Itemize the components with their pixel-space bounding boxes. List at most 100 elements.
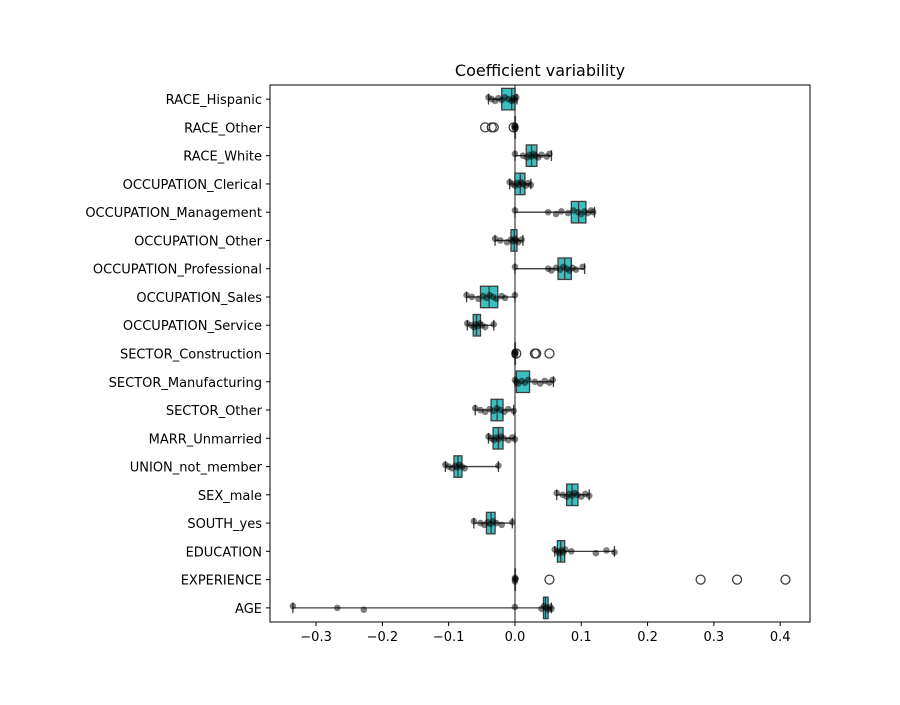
y-tick-label: SOUTH_yes [187,517,262,532]
outlier-marker [695,574,706,585]
strip-point [585,492,593,500]
strip-point [509,518,516,526]
strip-point [511,603,519,611]
box-race-other [479,116,519,139]
box-experience [511,568,791,591]
strip-point [512,94,520,101]
strip-point [511,207,519,214]
x-tick-label: 0.4 [770,630,791,645]
y-tick-label: AGE [235,602,262,617]
strip-point [562,546,569,553]
strip-point [564,209,572,217]
strip-point [611,548,618,556]
strip-point [461,465,468,472]
box-occupation-sales [463,285,519,309]
strip-point [558,207,565,215]
x-tick-label: 0.3 [704,630,725,645]
strip-point [544,208,552,216]
strip-point [511,123,518,130]
box-sector-other [471,398,517,422]
outlier-marker [488,122,499,133]
y-tick-label: SECTOR_Construction [120,348,262,363]
box-occupation-other [491,229,525,252]
strip-point [589,208,597,216]
x-tick-label: −0.3 [300,630,332,645]
x-tick-label: 0.1 [571,630,592,645]
y-tick-label: SECTOR_Other [166,404,263,419]
outlier-marker [544,348,555,359]
y-tick-label: RACE_Hispanic [166,93,262,108]
strip-point [518,236,525,243]
strip-point [471,404,479,412]
strip-point [493,519,500,527]
strip-point [470,517,478,525]
strip-point [333,604,341,612]
strip-point [360,606,368,613]
strip-point [546,150,553,158]
strip-point [481,323,489,331]
box-union-not-member [442,455,502,478]
strip-point [579,263,586,271]
x-tick-label: −0.1 [433,630,465,645]
y-tick-label: OCCUPATION_Clerical [123,178,262,193]
y-tick-label: RACE_Other [184,121,263,136]
strip-point [552,210,560,218]
strip-point [512,349,519,356]
y-tick-label: SECTOR_Manufacturing [109,376,262,391]
box-sector-manufacturing [511,370,557,394]
strip-point [501,294,509,302]
strip-point [572,266,580,273]
box-occupation-management [511,200,597,224]
box-occupation-clerical [506,172,535,196]
strip-point [505,405,512,413]
outlier-marker [780,574,791,585]
strip-point [497,237,504,244]
strip-point [549,376,557,384]
strip-point [511,435,519,443]
strip-point [511,263,519,271]
strip-point [493,295,500,303]
strip-point [511,150,519,158]
chart-title: Coefficient variability [455,61,625,80]
strip-point [490,321,498,328]
x-tick-label: 0.0 [505,630,526,645]
strip-point [511,291,519,299]
strip-point [538,151,545,159]
strip-point [498,521,506,529]
plot-frame [269,84,811,623]
box-sector-construction [511,342,555,365]
box-marr-unmarried [485,426,519,450]
y-tick-label: OCCUPATION_Service [123,319,262,334]
box-race-hispanic [485,87,520,111]
box-occupation-professional [511,257,586,281]
strip-point [510,407,517,415]
strip-point [495,462,502,469]
strip-point [592,549,600,557]
strip-point [524,376,532,384]
strip-point [553,489,561,497]
strip-point [527,181,535,189]
strip-point [289,602,297,610]
strip-point [568,548,575,555]
box-education [551,539,618,563]
y-tick-label: RACE_White [183,150,262,165]
outlier-marker [731,574,743,585]
strip-point [512,575,519,583]
y-tick-label: MARR_Unmarried [149,432,262,447]
outlier-marker [544,574,555,585]
strip-point [531,378,539,386]
strip-point [463,291,470,299]
box-occupation-service [463,313,498,337]
outlier-marker [531,348,542,359]
box-south-yes [470,511,516,535]
y-tick-label: EDUCATION [186,545,262,560]
box-sex-male [553,483,593,507]
box-age [289,596,555,620]
strip-point [548,605,555,613]
x-tick-label: 0.2 [637,630,658,645]
y-tick-label: OCCUPATION_Professional [93,263,262,278]
box-race-white [511,144,553,168]
x-tick-label: −0.2 [367,630,399,645]
